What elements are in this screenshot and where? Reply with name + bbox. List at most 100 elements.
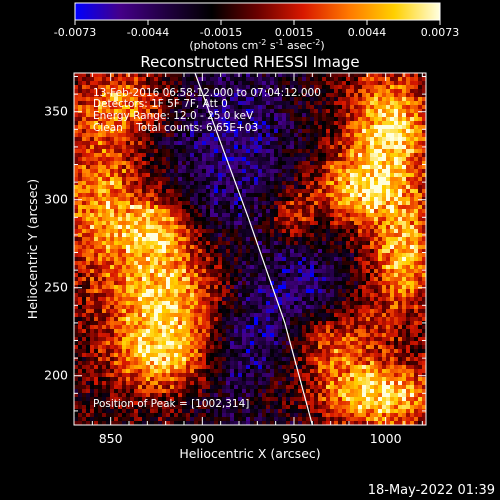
heatmap-pixel [338, 101, 342, 105]
heatmap-pixel [170, 101, 174, 105]
heatmap-pixel [202, 297, 206, 301]
heatmap-pixel [134, 289, 138, 293]
heatmap-pixel [410, 237, 414, 241]
heatmap-pixel [102, 293, 106, 297]
heatmap-pixel [398, 109, 402, 113]
heatmap-pixel [330, 253, 334, 257]
heatmap-pixel [294, 157, 298, 161]
heatmap-pixel [90, 293, 94, 297]
heatmap-pixel [278, 117, 282, 121]
heatmap-pixel [230, 169, 234, 173]
heatmap-pixel [182, 93, 186, 97]
heatmap-pixel [150, 145, 154, 149]
heatmap-pixel [150, 245, 154, 249]
heatmap-pixel [254, 121, 258, 125]
heatmap-pixel [346, 285, 350, 289]
heatmap-pixel [366, 141, 370, 145]
heatmap-pixel [82, 125, 86, 129]
heatmap-pixel [410, 149, 414, 153]
heatmap-pixel [114, 177, 118, 181]
heatmap-pixel [242, 101, 246, 105]
heatmap-pixel [246, 113, 250, 117]
heatmap-pixel [410, 189, 414, 193]
heatmap-pixel [286, 221, 290, 225]
heatmap-pixel [190, 129, 194, 133]
heatmap-pixel [342, 237, 346, 241]
heatmap-pixel [186, 293, 190, 297]
heatmap-pixel [358, 129, 362, 133]
heatmap-pixel [410, 197, 414, 201]
heatmap-pixel [158, 133, 162, 137]
heatmap-pixel [226, 141, 230, 145]
heatmap-pixel [226, 81, 230, 85]
heatmap-pixel [234, 237, 238, 241]
heatmap-pixel [350, 289, 354, 293]
heatmap-pixel [338, 277, 342, 281]
heatmap-pixel [398, 277, 402, 281]
heatmap-pixel [186, 89, 190, 93]
heatmap-pixel [294, 257, 298, 261]
heatmap-pixel [382, 273, 386, 277]
heatmap-pixel [322, 197, 326, 201]
heatmap-pixel [386, 153, 390, 157]
heatmap-pixel [298, 73, 302, 77]
heatmap-pixel [274, 121, 278, 125]
heatmap-pixel [306, 169, 310, 173]
heatmap-pixel [186, 157, 190, 161]
heatmap-pixel [294, 109, 298, 113]
heatmap-pixel [250, 293, 254, 297]
heatmap-pixel [238, 185, 242, 189]
heatmap-pixel [150, 89, 154, 93]
heatmap-pixel [338, 245, 342, 249]
heatmap-pixel [166, 141, 170, 145]
heatmap-pixel [182, 145, 186, 149]
heatmap-pixel [86, 269, 90, 273]
heatmap-pixel [374, 253, 378, 257]
heatmap-pixel [222, 73, 226, 77]
heatmap-pixel [202, 241, 206, 245]
heatmap-pixel [114, 225, 118, 229]
heatmap-pixel [318, 197, 322, 201]
heatmap-pixel [150, 117, 154, 121]
heatmap-pixel [362, 105, 366, 109]
heatmap-pixel [166, 245, 170, 249]
heatmap-pixel [414, 101, 418, 105]
heatmap-pixel [114, 237, 118, 241]
heatmap-pixel [138, 189, 142, 193]
heatmap-pixel [306, 121, 310, 125]
heatmap-pixel [106, 129, 110, 133]
heatmap-pixel [406, 73, 410, 77]
heatmap-pixel [122, 109, 126, 113]
heatmap-pixel [390, 169, 394, 173]
heatmap-pixel [310, 253, 314, 257]
colorbar-tick-label: -0.0044 [127, 26, 169, 39]
heatmap-pixel [114, 269, 118, 273]
heatmap-pixel [166, 229, 170, 233]
heatmap-pixel [246, 209, 250, 213]
heatmap-pixel [282, 89, 286, 93]
heatmap-pixel [150, 149, 154, 153]
heatmap-pixel [170, 233, 174, 237]
heatmap-pixel [102, 193, 106, 197]
heatmap-pixel [418, 205, 422, 209]
heatmap-pixel [318, 121, 322, 125]
heatmap-pixel [258, 121, 262, 125]
heatmap-pixel [338, 197, 342, 201]
heatmap-pixel [110, 181, 114, 185]
heatmap-pixel [234, 117, 238, 121]
heatmap-pixel [358, 153, 362, 157]
chart-title: Reconstructed RHESSI Image [140, 53, 359, 71]
heatmap-pixel [362, 265, 366, 269]
heatmap-pixel [190, 209, 194, 213]
heatmap-pixel [346, 169, 350, 173]
heatmap-pixel [318, 241, 322, 245]
heatmap-pixel [338, 253, 342, 257]
heatmap-pixel [234, 217, 238, 221]
heatmap-pixel [350, 205, 354, 209]
heatmap-pixel [98, 217, 102, 221]
heatmap-pixel [362, 293, 366, 297]
heatmap-pixel [174, 209, 178, 213]
heatmap-pixel [338, 109, 342, 113]
heatmap-pixel [350, 265, 354, 269]
heatmap-pixel [282, 289, 286, 293]
